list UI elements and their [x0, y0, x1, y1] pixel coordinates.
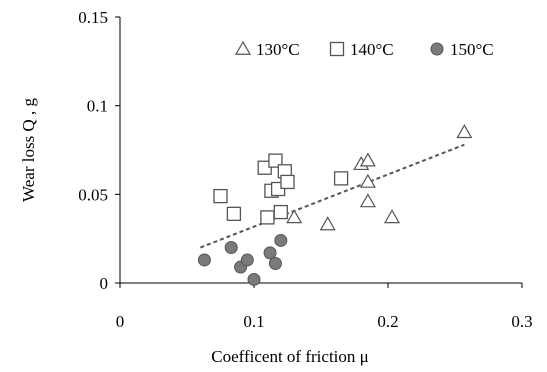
y-axis-title: Wear loss Q , g [19, 98, 38, 202]
legend-label: 130°C [256, 40, 300, 59]
data-point-circle [197, 253, 211, 267]
trendline [200, 143, 465, 249]
axes [119, 17, 522, 284]
data-point-circle [224, 241, 238, 255]
legend-marker-square [329, 41, 345, 57]
data-point-square [268, 153, 283, 168]
data-point-triangle [286, 209, 303, 224]
y-tick-label: 0 [100, 274, 109, 293]
data-points-layer [197, 124, 473, 286]
data-point-square [226, 206, 242, 221]
y-tick-label: 0.1 [87, 97, 108, 116]
x-tick-label: 0.3 [511, 312, 532, 331]
legend-marker-triangle [234, 40, 252, 55]
x-ticks: 0 0.1 0.2 0.3 [116, 283, 533, 331]
data-point-circle [274, 233, 288, 247]
data-point-circle [268, 256, 282, 270]
data-point-circle [240, 253, 254, 267]
legend-label: 150°C [450, 40, 494, 59]
x-axis-title: Coefficent of friction μ [211, 347, 369, 366]
data-point-triangle [359, 193, 376, 208]
y-tick-label: 0.15 [78, 8, 108, 27]
data-point-triangle [319, 216, 336, 231]
data-point-circle [263, 246, 277, 260]
legend-label: 140°C [350, 40, 394, 59]
y-tick-label: 0.05 [78, 185, 108, 204]
trendline-layer [200, 143, 465, 249]
data-point-square [260, 210, 275, 225]
data-point-square [333, 171, 349, 186]
data-point-circle [247, 272, 261, 286]
legend-marker-circle [430, 42, 444, 56]
data-point-square [280, 174, 295, 190]
data-point-square [213, 188, 228, 204]
y-ticks: 0 0.05 0.1 0.15 [78, 8, 120, 293]
data-point-triangle [359, 152, 376, 167]
legend: 130°C 140°C 150°C [234, 40, 494, 59]
x-tick-label: 0.1 [243, 312, 264, 331]
x-tick-label: 0.2 [377, 312, 398, 331]
data-point-triangle [456, 124, 473, 139]
data-point-triangle [383, 209, 401, 224]
data-point-square [273, 204, 288, 220]
x-tick-label: 0 [116, 312, 125, 331]
data-point-triangle [359, 173, 376, 188]
